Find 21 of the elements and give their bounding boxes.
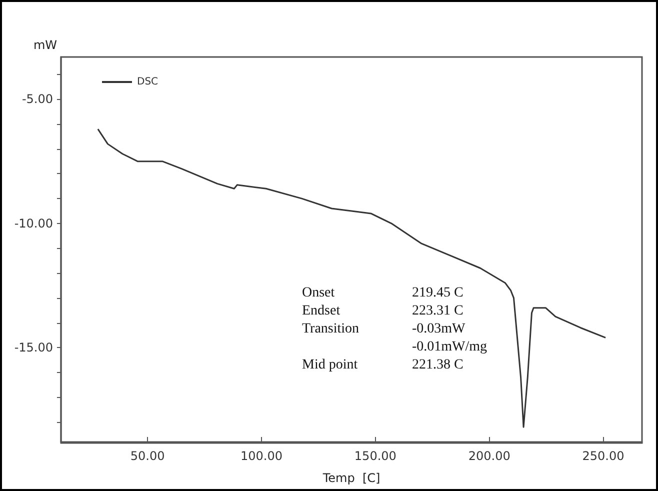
x-tick-label: 100.00 [240,449,282,463]
annotation: -0.01mW/mg [412,340,488,354]
annotation: Onset [302,286,335,300]
y-axis-title: mW [33,38,58,52]
y-tick-label: -10.00 [14,216,53,230]
y-tick-label: -5.00 [22,92,53,106]
x-tick-label: 200.00 [468,449,510,463]
annotation: Endset [302,304,340,318]
annotation: 223.31 C [412,304,464,318]
annotation: 219.45 C [412,286,464,300]
x-axis-title: Temp [C] [322,471,380,485]
annotation: Mid point [302,358,358,372]
x-tick-label: 250.00 [582,449,624,463]
annotation: Transition [302,322,360,336]
annotation: 221.38 C [412,358,464,372]
x-tick-label: 50.00 [130,449,165,463]
x-tick-label: 150.00 [354,449,396,463]
legend-label: DSC [137,76,158,88]
annotation: -0.03mW [412,322,466,336]
line-series [97,128,606,428]
y-tick-label: -15.00 [14,340,53,355]
